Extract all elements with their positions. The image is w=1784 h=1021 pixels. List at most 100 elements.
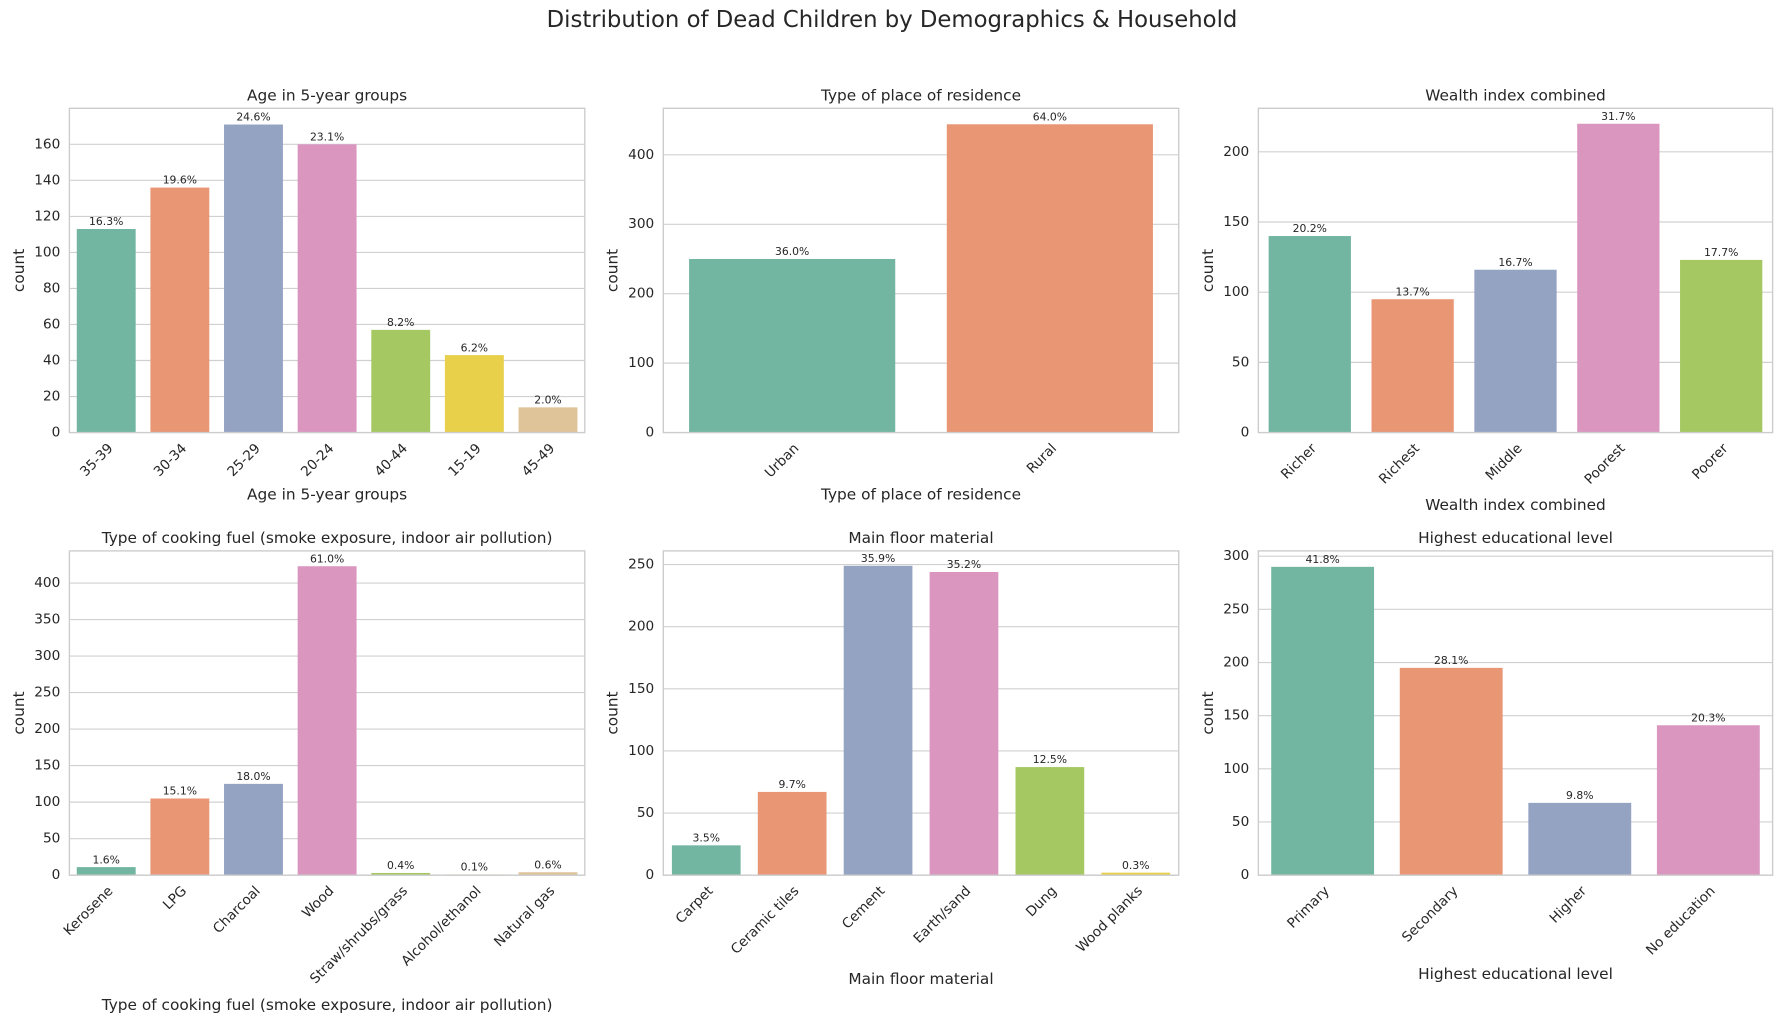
y-tick-label: 50: [637, 805, 654, 821]
bar-label: 0.4%: [387, 859, 414, 872]
bar-label: 20.2%: [1293, 222, 1327, 235]
y-tick-label: 400: [628, 147, 654, 163]
bar-label: 18.0%: [236, 770, 270, 783]
bar: [671, 845, 741, 876]
subplot-title: Highest educational level: [1418, 529, 1613, 547]
y-axis-label: count: [1199, 249, 1217, 292]
x-tick-label: 25-29: [224, 441, 263, 480]
y-axis-label: count: [604, 249, 622, 292]
bar: [1268, 236, 1351, 433]
x-tick-label: 15-19: [445, 441, 484, 480]
bar-label: 23.1%: [310, 131, 344, 144]
x-tick-label: Poorer: [1689, 440, 1732, 483]
bar: [518, 407, 578, 433]
x-tick-label: Higher: [1547, 883, 1591, 927]
bar: [371, 872, 431, 876]
y-tick-label: 100: [628, 743, 654, 759]
y-tick-label: 160: [34, 136, 60, 152]
bar-label: 16.3%: [89, 215, 123, 228]
bar-label: 64.0%: [1033, 110, 1067, 123]
y-tick-label: 140: [34, 172, 60, 188]
x-tick-label: Wood: [299, 883, 337, 921]
y-tick-label: 100: [1223, 284, 1249, 300]
x-tick-label: Primary: [1284, 883, 1333, 932]
x-tick-label: Ceramic tiles: [728, 883, 802, 957]
x-axis-label: Wealth index combined: [1425, 496, 1606, 514]
bar-label: 12.5%: [1033, 753, 1067, 766]
bar-label: 17.7%: [1704, 246, 1738, 259]
bar-label: 24.6%: [236, 111, 270, 124]
x-axis-label: Type of place of residence: [820, 486, 1021, 504]
bar: [297, 144, 357, 433]
axes-frame: [662, 107, 1180, 434]
y-tick-label: 400: [34, 575, 60, 591]
x-axis-label: Type of cooking fuel (smoke exposure, in…: [101, 996, 553, 1014]
y-tick-label: 100: [1223, 761, 1249, 777]
x-tick-label: Urban: [762, 441, 802, 481]
y-tick-label: 150: [1223, 214, 1249, 230]
y-tick-label: 300: [34, 648, 60, 664]
x-tick-label: Natural gas: [491, 883, 558, 950]
bar: [297, 566, 357, 876]
x-tick-label: Dung: [1023, 883, 1060, 920]
y-tick-label: 80: [43, 280, 60, 296]
x-tick-label: Richer: [1278, 440, 1320, 482]
bar-label: 8.2%: [387, 316, 414, 329]
x-tick-label: Alcohol/ethanol: [398, 883, 484, 969]
bar-label: 9.8%: [1566, 789, 1593, 802]
y-tick-label: 200: [628, 619, 654, 635]
y-tick-label: 150: [1223, 708, 1249, 724]
x-tick-label: Carpet: [673, 883, 717, 927]
bar: [76, 229, 136, 433]
x-tick-label: 35-39: [77, 441, 116, 480]
bar-label: 13.7%: [1395, 285, 1429, 298]
x-tick-label: Poorest: [1581, 440, 1629, 488]
bar-label: 1.6%: [92, 853, 119, 866]
x-tick-label: 20-24: [298, 441, 337, 480]
y-tick-label: 300: [1223, 548, 1249, 564]
y-tick-label: 50: [1232, 814, 1249, 830]
y-tick-label: 100: [34, 244, 60, 260]
bar-label: 3.5%: [693, 832, 720, 845]
bar-label: 6.2%: [461, 341, 488, 354]
bar-label: 0.3%: [1122, 859, 1149, 872]
x-tick-label: Wood planks: [1073, 883, 1146, 956]
subplot-title: Age in 5-year groups: [247, 86, 407, 104]
bar-label: 9.7%: [778, 778, 805, 791]
axes-frame: [662, 550, 1180, 876]
y-tick-label: 300: [628, 216, 654, 232]
x-tick-label: 30-34: [151, 441, 190, 480]
y-tick-label: 0: [646, 867, 655, 883]
y-tick-label: 0: [1241, 867, 1250, 883]
y-tick-label: 350: [34, 612, 60, 628]
bar-label: 19.6%: [163, 174, 197, 187]
bar: [929, 572, 999, 876]
x-axis-label: Main floor material: [848, 970, 993, 988]
bar: [150, 798, 210, 876]
bar: [1101, 872, 1171, 876]
bar-label: 35.2%: [947, 558, 981, 571]
bar: [689, 258, 896, 433]
bar-label: 16.7%: [1498, 256, 1532, 269]
subplot-title: Type of cooking fuel (smoke exposure, in…: [101, 529, 553, 547]
y-axis-label: count: [1199, 691, 1217, 734]
bar: [1371, 299, 1454, 433]
bar: [1399, 667, 1503, 876]
y-tick-label: 0: [1241, 425, 1250, 441]
bar-label: 2.0%: [534, 394, 561, 407]
figure-title: Distribution of Dead Children by Demogra…: [547, 7, 1238, 33]
y-tick-label: 0: [52, 867, 61, 883]
y-tick-label: 120: [34, 208, 60, 224]
bar: [518, 872, 578, 876]
y-tick-label: 200: [1223, 144, 1249, 160]
y-tick-label: 20: [43, 389, 60, 405]
x-tick-label: 40-44: [372, 441, 411, 480]
x-tick-label: LPG: [160, 883, 190, 913]
x-tick-label: Earth/sand: [911, 883, 975, 947]
bar-label: 20.3%: [1691, 711, 1725, 724]
bar: [1577, 123, 1660, 433]
bar: [224, 783, 283, 876]
y-tick-label: 150: [34, 758, 60, 774]
y-tick-label: 250: [1223, 601, 1249, 617]
